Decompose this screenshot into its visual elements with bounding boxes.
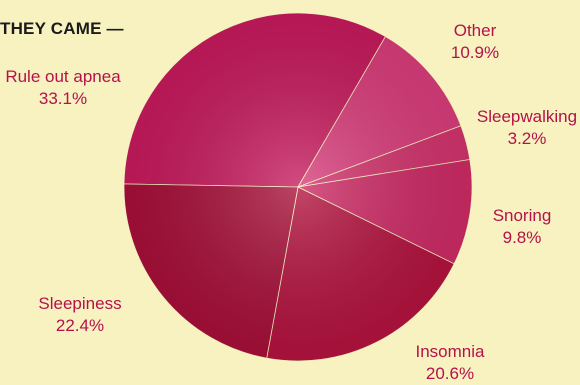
label-name: Sleepiness [38,294,122,313]
label-rule-out-apnea: Rule out apnea 33.1% [0,66,126,110]
label-other: Other 10.9% [440,20,510,64]
chart-title: THEY CAME — [0,19,124,38]
label-name: Insomnia [415,342,485,361]
label-name: Other [453,21,497,40]
label-value: 33.1% [38,89,88,108]
label-sleepiness: Sleepiness 22.4% [30,293,130,337]
label-name: Sleepwalking [476,107,578,126]
label-value: 3.2% [507,129,547,148]
label-value: 22.4% [55,316,105,335]
label-insomnia: Insomnia 20.6% [404,341,496,385]
label-snoring: Snoring 9.8% [480,205,564,249]
label-name: Snoring [492,206,552,225]
label-value: 10.9% [450,43,500,62]
label-value: 20.6% [425,364,475,383]
label-name: Rule out apnea [5,67,121,86]
label-value: 9.8% [502,228,542,247]
label-sleepwalking: Sleepwalking 3.2% [474,106,580,150]
